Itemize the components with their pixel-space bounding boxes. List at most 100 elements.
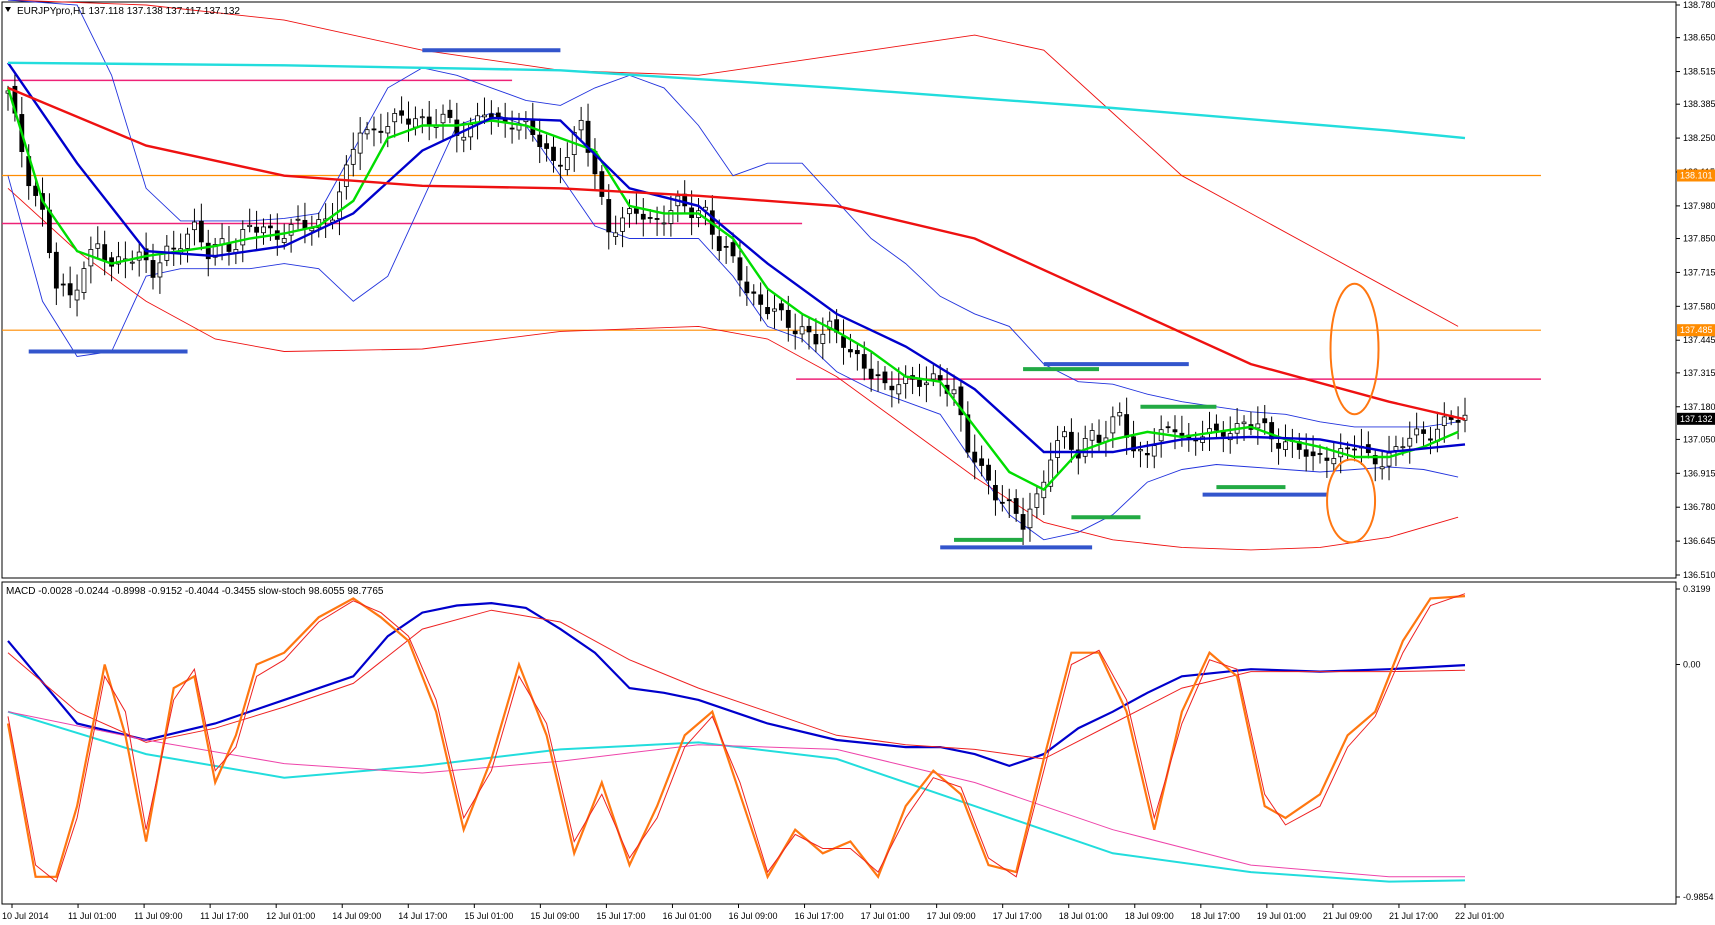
x-tick-label: 16 Jul 09:00: [729, 911, 778, 921]
candle-body: [488, 113, 494, 118]
candle-body: [1310, 451, 1316, 457]
candle-body: [1379, 466, 1385, 470]
candle-body: [337, 191, 342, 220]
candle-body: [1324, 457, 1330, 461]
candle-body: [267, 225, 273, 229]
x-tick-label: 21 Jul 09:00: [1323, 911, 1372, 921]
candle-body: [47, 209, 52, 254]
x-tick-label: 16 Jul 17:00: [795, 911, 844, 921]
oscillator-panel-frame: [1, 581, 1677, 905]
oscillator-title: MACD -0.0028 -0.0244 -0.8998 -0.9152 -0.…: [6, 586, 384, 597]
candle-body: [772, 308, 777, 312]
candle-body: [889, 385, 895, 391]
candle-body: [116, 256, 121, 265]
candle-body: [923, 382, 929, 386]
candle-body: [633, 208, 639, 214]
candle-body: [254, 226, 259, 233]
candle-body: [1372, 455, 1378, 465]
candle-body: [150, 260, 156, 278]
candle-body: [1069, 431, 1074, 450]
candle-body: [661, 222, 667, 225]
candle-body: [1110, 416, 1116, 434]
candle-body: [261, 226, 266, 234]
x-tick-label: 12 Jul 01:00: [266, 911, 315, 921]
x-tick-label: 22 Jul 01:00: [1455, 911, 1504, 921]
candle-body: [143, 248, 149, 261]
candle-body: [1048, 459, 1054, 487]
candle-body: [157, 262, 163, 278]
price-y-tick-label: 137.980: [1683, 201, 1715, 211]
candle-body: [509, 127, 515, 130]
candle-body: [288, 223, 294, 236]
candle-body: [1441, 416, 1447, 426]
oscillator-series-line: [7, 609, 1466, 760]
candle-body: [364, 129, 370, 135]
candle-body: [1055, 440, 1060, 458]
oscillator-series-line: [7, 601, 1466, 768]
candle-body: [1220, 431, 1226, 437]
candle-body: [81, 268, 87, 293]
candle-body: [868, 368, 874, 379]
x-tick-label: 11 Jul 09:00: [134, 911, 182, 921]
candle-body: [937, 375, 943, 381]
bollinger-upper-line: [7, 0, 1459, 428]
candle-body: [371, 128, 377, 131]
price-y-tick-label: 137.715: [1683, 267, 1715, 277]
price-axis-label: 137.485: [1680, 325, 1713, 335]
candle-body: [896, 384, 902, 395]
candle-body: [129, 261, 135, 264]
candle-body: [440, 113, 446, 124]
price-y-tick-label: 137.050: [1683, 434, 1715, 444]
candle-body: [1317, 453, 1323, 455]
candle-body: [1214, 423, 1219, 431]
x-tick-label: 18 Jul 09:00: [1125, 911, 1174, 921]
candle-body: [716, 236, 722, 251]
candle-body: [765, 307, 770, 315]
candle-body: [240, 229, 246, 246]
osc-y-tick-label: 0.00: [1683, 659, 1701, 669]
candle-body: [861, 354, 867, 369]
candle-body: [737, 257, 743, 281]
candle-body: [33, 185, 39, 196]
candle-body: [820, 333, 826, 344]
price-y-tick-label: 138.250: [1683, 133, 1715, 143]
candle-body: [74, 289, 80, 301]
candle-body: [744, 281, 750, 294]
candle-body: [1255, 423, 1261, 429]
osc-y-tick-label: -0.9854: [1683, 892, 1714, 902]
x-tick-label: 19 Jul 01:00: [1257, 911, 1306, 921]
x-tick-label: 15 Jul 17:00: [596, 911, 645, 921]
candle-body: [171, 247, 177, 250]
x-tick-label: 17 Jul 17:00: [993, 911, 1042, 921]
candle-body: [1386, 452, 1392, 467]
candle-body: [841, 336, 846, 348]
candle-body: [482, 114, 487, 118]
x-tick-label: 17 Jul 09:00: [927, 911, 976, 921]
envelope-lower-line: [7, 187, 1459, 551]
candle-body: [806, 325, 812, 333]
price-axis-label-box: [1677, 169, 1715, 182]
candle-body: [813, 334, 819, 345]
candle-body: [1082, 438, 1088, 457]
candle-body: [1331, 458, 1337, 465]
candle-body: [1393, 446, 1399, 451]
triangle-down-icon: [5, 7, 11, 12]
x-tick-label: 11 Jul 17:00: [200, 911, 248, 921]
candle-body: [558, 164, 563, 167]
candle-body: [1165, 426, 1171, 429]
candle-body: [882, 371, 888, 384]
candle-body: [654, 218, 660, 220]
candle-body: [723, 245, 729, 248]
candle-body: [979, 458, 985, 466]
candle-body: [1172, 429, 1178, 433]
candle-body: [785, 309, 791, 328]
macd-stoch-panel: 0.3199 0.00 -0.9854 MACD -0.0028 -0.0244 -0…: [1, 581, 1714, 905]
candle-body: [668, 210, 674, 224]
candle-body: [185, 233, 190, 249]
candle-body: [1428, 438, 1433, 441]
candle-body: [192, 221, 197, 231]
candle-body: [951, 389, 957, 395]
candle-body: [247, 224, 253, 228]
price-y-tick-label: 138.515: [1683, 67, 1715, 77]
candle-body: [999, 501, 1005, 504]
